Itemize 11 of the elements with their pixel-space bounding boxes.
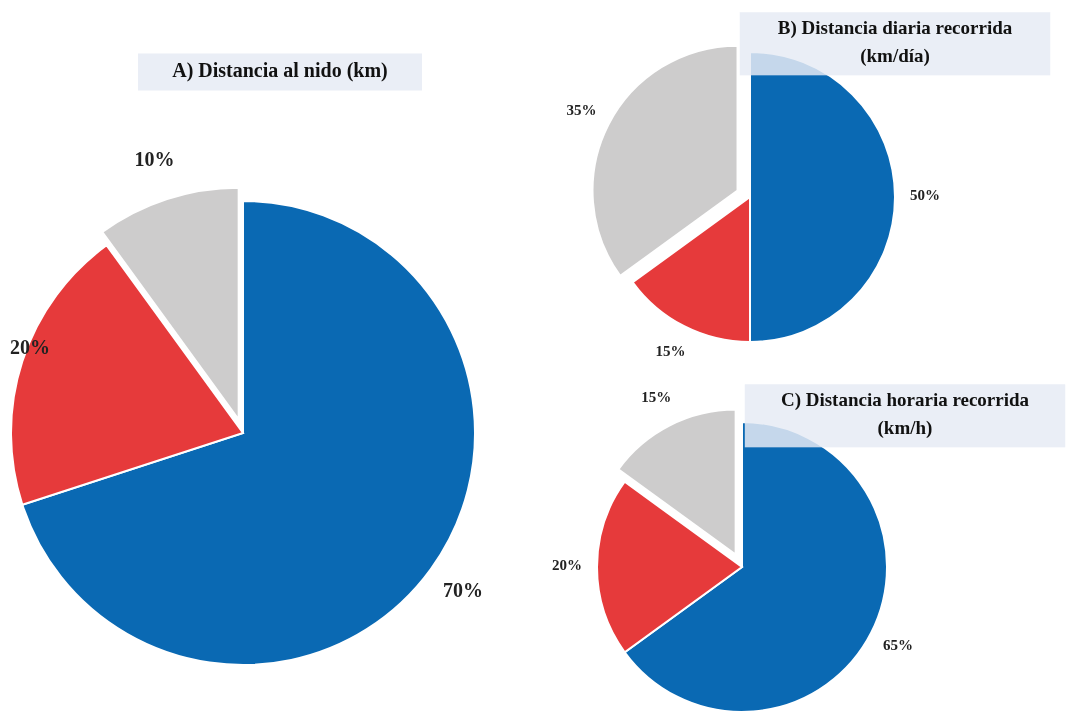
data-label: 10% (134, 147, 175, 170)
data-label: 20% (552, 557, 582, 574)
text: C) Distancia horaria recorrida (km/h) (780, 389, 1030, 439)
chart-title: A) Distancia al nido (km) (172, 58, 388, 82)
data-label: 65% (882, 636, 913, 653)
data-label: 15% (655, 343, 686, 360)
data-label: 50% (910, 187, 940, 204)
data-label: 15% (641, 389, 672, 406)
data-label: 70% (443, 579, 484, 602)
chart-title: B) Distancia diaria recorrida (km/día) (777, 17, 1013, 67)
data-label: 35% (566, 101, 597, 118)
